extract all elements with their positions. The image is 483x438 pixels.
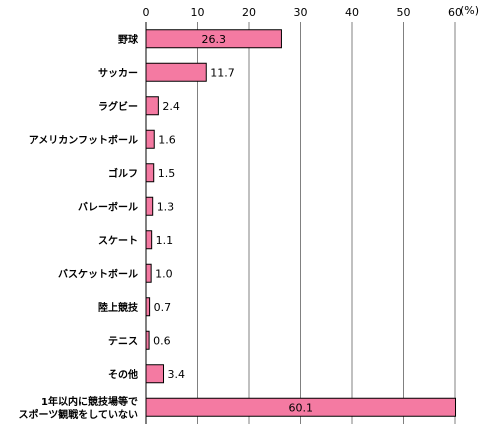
category-label: テニス <box>108 335 138 347</box>
data-label: 1.3 <box>157 200 175 213</box>
x-tick-label: 50 <box>397 6 411 19</box>
data-label: 3.4 <box>168 368 186 381</box>
data-label: 11.7 <box>210 66 235 79</box>
x-tick-label: 0 <box>143 6 150 19</box>
category-label: バスケットボール <box>58 267 138 280</box>
bar <box>145 96 159 116</box>
data-label: 1.6 <box>158 133 176 146</box>
category-label: バレーボール <box>78 200 138 213</box>
bar <box>145 163 155 183</box>
bar <box>145 62 207 82</box>
x-tick-label: 40 <box>345 6 359 19</box>
category-label: 野球 <box>118 33 139 46</box>
data-label: 0.6 <box>153 334 171 347</box>
data-label: 2.4 <box>162 100 180 113</box>
category-label: 陸上競技 <box>98 301 139 314</box>
bar <box>145 297 151 317</box>
gridlines <box>197 22 456 424</box>
bar <box>145 263 152 283</box>
category-label: スポーツ観戦をしていない <box>19 408 139 421</box>
x-tick-label: 10 <box>191 6 205 19</box>
category-label: アメリカンフットボール <box>29 133 138 146</box>
category-label: 1年以内に競技場等で <box>41 395 138 408</box>
data-label: 1.0 <box>155 267 173 280</box>
category-labels: 野球サッカーラグビーアメリカンフットボールゴルフバレーボールスケートバスケットボ… <box>19 33 139 421</box>
unit-label: (%) <box>460 4 479 17</box>
data-label: 0.7 <box>154 301 172 314</box>
x-axis-ticks: 0 10 20 30 40 50 60 <box>143 6 463 19</box>
x-tick-label: 30 <box>294 6 308 19</box>
data-label: 1.1 <box>156 234 174 247</box>
category-label: スケート <box>98 235 138 247</box>
bar <box>145 129 155 149</box>
bar <box>145 230 153 250</box>
category-label: サッカー <box>98 67 138 79</box>
data-label: 1.5 <box>158 167 176 180</box>
category-label: その他 <box>108 368 138 381</box>
data-label: 60.1 <box>289 401 314 414</box>
data-labels: 26.3 11.7 2.4 1.6 1.5 1.3 1.1 1.0 0.7 0.6 3.4 60.1 <box>153 33 313 415</box>
data-label: 26.3 <box>201 33 226 46</box>
category-label: ゴルフ <box>108 167 138 180</box>
bar <box>145 364 165 384</box>
category-label: ラグビー <box>98 100 138 113</box>
bar <box>145 196 154 216</box>
x-tick-label: 60 <box>448 6 462 19</box>
x-tick-label: 20 <box>242 6 256 19</box>
